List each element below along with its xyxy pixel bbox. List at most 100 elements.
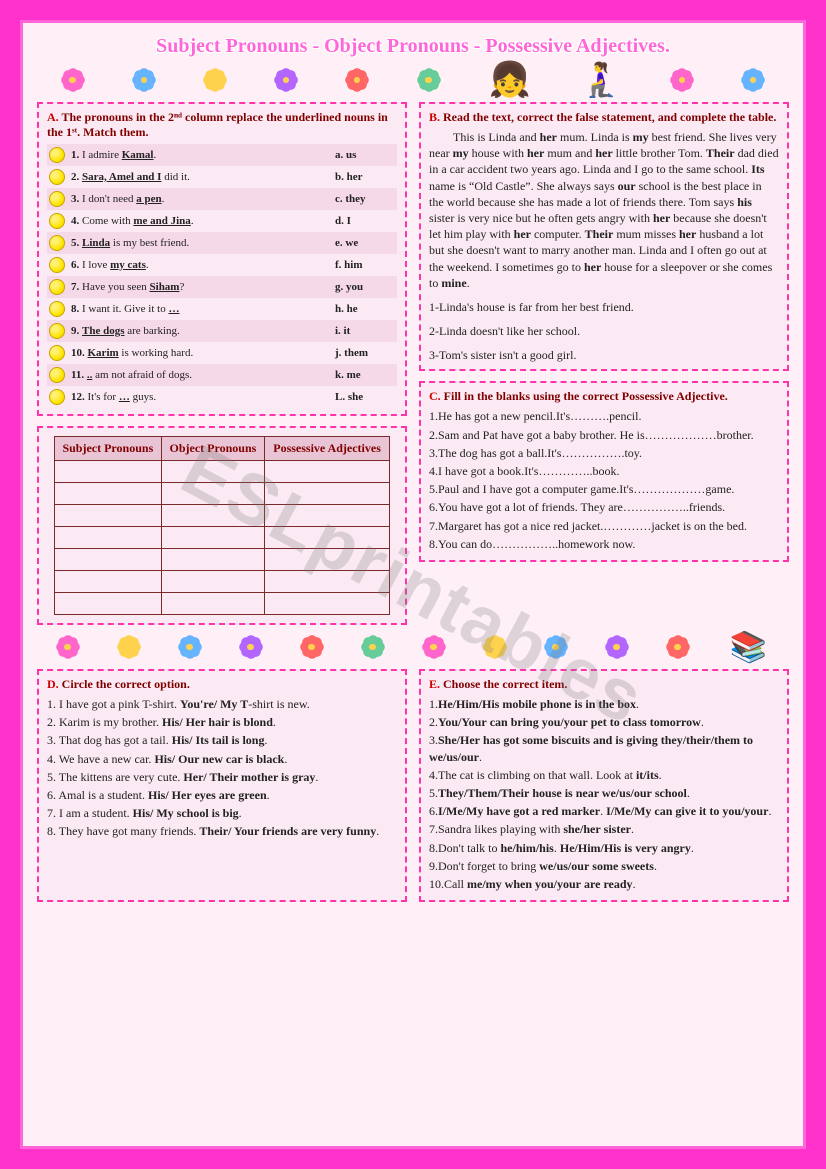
section-a: A. The pronouns in the 2ⁿᵈ column replac… xyxy=(37,102,407,416)
match-answer: e. we xyxy=(335,236,395,251)
exercise-item: 1.He has got a new pencil.It's……….pencil… xyxy=(429,408,779,424)
exercise-item: 3.She/Her has got some biscuits and is g… xyxy=(429,732,779,764)
table-cell[interactable] xyxy=(161,593,264,615)
circle-option-list: 1. I have got a pink T-shirt. You're/ My… xyxy=(47,696,397,840)
table-cell[interactable] xyxy=(264,461,389,483)
section-letter: B. xyxy=(429,110,440,124)
table-cell[interactable] xyxy=(264,593,389,615)
section-letter: E. xyxy=(429,677,440,691)
reading-passage: This is Linda and her mum. Linda is my b… xyxy=(429,129,779,291)
match-answer: f. him xyxy=(335,258,395,273)
match-row: 7. Have you seen Siham?g. you xyxy=(47,276,397,298)
left-column: A. The pronouns in the 2ⁿᵈ column replac… xyxy=(37,102,407,625)
flower-icon xyxy=(299,634,325,660)
match-sentence: 5. Linda is my best friend. xyxy=(71,236,335,251)
table-cell[interactable] xyxy=(161,571,264,593)
match-answer: i. it xyxy=(335,324,395,339)
flower-icon xyxy=(416,67,442,93)
match-row: 8. I want it. Give it to …h. he xyxy=(47,298,397,320)
flower-divider-top: 👧 🧎‍♀️ xyxy=(37,64,789,96)
flower-icon xyxy=(344,67,370,93)
table-cell[interactable] xyxy=(264,505,389,527)
bullet-icon xyxy=(49,345,65,361)
section-b: B. Read the text, correct the false stat… xyxy=(419,102,789,371)
section-b-body: This is Linda and her mum. Linda is my b… xyxy=(429,129,779,363)
flower-icon xyxy=(665,634,691,660)
bullet-icon xyxy=(49,367,65,383)
table-cell[interactable] xyxy=(264,549,389,571)
table-cell[interactable] xyxy=(264,483,389,505)
table-row xyxy=(54,461,390,483)
table-cell[interactable] xyxy=(264,527,389,549)
section-d-head: D. Circle the correct option. xyxy=(47,677,397,692)
flower-icon xyxy=(421,634,447,660)
flower-icon xyxy=(482,634,508,660)
flower-icon xyxy=(543,634,569,660)
bullet-icon xyxy=(49,389,65,405)
bullet-icon xyxy=(49,257,65,273)
exercise-item: 2. Karim is my brother. His/ Her hair is… xyxy=(47,714,397,730)
flower-icon xyxy=(604,634,630,660)
flower-icon xyxy=(55,634,81,660)
exercise-item: 5. The kittens are very cute. Her/ Their… xyxy=(47,769,397,785)
match-row: 10. Karim is working hard.j. them xyxy=(47,342,397,364)
match-sentence: 8. I want it. Give it to … xyxy=(71,302,335,317)
table-row xyxy=(54,593,390,615)
match-row: 12. It's for … guys.L. she xyxy=(47,386,397,408)
table-row xyxy=(54,483,390,505)
flower-icon xyxy=(177,634,203,660)
table-cell[interactable] xyxy=(54,461,161,483)
table-cell[interactable] xyxy=(161,549,264,571)
table-cell[interactable] xyxy=(54,527,161,549)
table-cell[interactable] xyxy=(54,483,161,505)
kid-reading-icon: 👧 xyxy=(487,57,533,103)
table-cell[interactable] xyxy=(54,571,161,593)
bullet-icon xyxy=(49,213,65,229)
exercise-item: 8.You can do……………..homework now. xyxy=(429,536,779,552)
table-cell[interactable] xyxy=(54,549,161,571)
section-instruction: The pronouns in the 2ⁿᵈ column replace t… xyxy=(47,110,388,139)
match-row: 1. I admire Kamal.a. us xyxy=(47,144,397,166)
match-answer: c. they xyxy=(335,192,395,207)
right-column: B. Read the text, correct the false stat… xyxy=(419,102,789,625)
exercise-item: 5.Paul and I have got a computer game.It… xyxy=(429,481,779,497)
section-letter: D. xyxy=(47,677,59,691)
exercise-item: 9.Don't forget to bring we/us/our some s… xyxy=(429,858,779,874)
flower-icon xyxy=(238,634,264,660)
table-cell[interactable] xyxy=(54,593,161,615)
tf-statement: 2-Linda doesn't like her school. xyxy=(429,323,779,339)
table-cell[interactable] xyxy=(161,505,264,527)
table-cell[interactable] xyxy=(54,505,161,527)
section-instruction: Read the text, correct the false stateme… xyxy=(443,110,776,124)
section-c-head: C. Fill in the blanks using the correct … xyxy=(429,389,779,404)
match-sentence: 10. Karim is working hard. xyxy=(71,346,335,361)
match-answer: b. her xyxy=(335,170,395,185)
exercise-item: 8. They have got many friends. Their/ Yo… xyxy=(47,823,397,839)
section-c: C. Fill in the blanks using the correct … xyxy=(419,381,789,562)
match-row: 2. Sara, Amel and I did it.b. her xyxy=(47,166,397,188)
table-cell[interactable] xyxy=(264,571,389,593)
flower-icon xyxy=(273,67,299,93)
match-row: 4. Come with me and Jina.d. I xyxy=(47,210,397,232)
match-answer: j. them xyxy=(335,346,395,361)
bullet-icon xyxy=(49,169,65,185)
match-sentence: 7. Have you seen Siham? xyxy=(71,280,335,295)
exercise-item: 3. That dog has got a tail. His/ Its tai… xyxy=(47,732,397,748)
exercise-item: 6. Amal is a student. His/ Her eyes are … xyxy=(47,787,397,803)
flower-divider-mid: 📚 xyxy=(37,631,789,663)
exercise-item: 8.Don't talk to he/him/his. He/Him/His i… xyxy=(429,840,779,856)
table-header: Object Pronouns xyxy=(161,437,264,461)
match-sentence: 11. .. am not afraid of dogs. xyxy=(71,368,335,383)
table-cell[interactable] xyxy=(161,483,264,505)
table-cell[interactable] xyxy=(161,461,264,483)
choose-item-list: 1.He/Him/His mobile phone is in the box.… xyxy=(429,696,779,892)
section-e: E. Choose the correct item. 1.He/Him/His… xyxy=(419,669,789,902)
match-row: 6. I love my cats.f. him xyxy=(47,254,397,276)
exercise-item: 10.Call me/my when you/your are ready. xyxy=(429,876,779,892)
bullet-icon xyxy=(49,279,65,295)
match-list: 1. I admire Kamal.a. us2. Sara, Amel and… xyxy=(47,144,397,408)
match-sentence: 6. I love my cats. xyxy=(71,258,335,273)
table-cell[interactable] xyxy=(161,527,264,549)
exercise-item: 4. We have a new car. His/ Our new car i… xyxy=(47,751,397,767)
section-instruction: Circle the correct option. xyxy=(62,677,190,691)
